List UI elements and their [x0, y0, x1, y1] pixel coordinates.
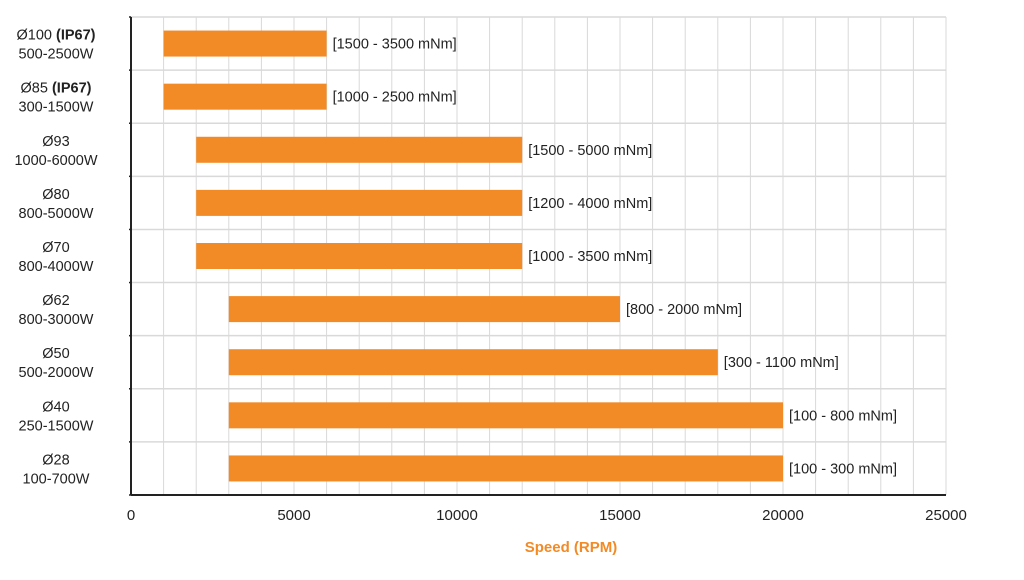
category-label-power: 100-700W [23, 471, 90, 487]
category-label-power: 250-1500W [19, 418, 94, 434]
x-tick-label: 25000 [925, 507, 967, 524]
category-label-name: Ø28 [42, 452, 69, 468]
category-label-name: Ø93 [42, 134, 69, 150]
x-tick-label: 10000 [436, 507, 478, 524]
category-label-name: Ø62 [42, 293, 69, 309]
category-label-power: 800-5000W [19, 206, 94, 222]
bar [163, 30, 327, 57]
x-tick-label: 5000 [277, 507, 310, 524]
category-label-power: 500-2500W [19, 47, 94, 63]
data-label: [300 - 1100 mNm] [724, 355, 839, 371]
category-label-power: 800-4000W [19, 259, 94, 275]
data-label: [1500 - 5000 mNm] [528, 143, 652, 159]
bar [196, 136, 523, 163]
x-tick-label: 0 [127, 507, 135, 524]
bar-layer [163, 30, 784, 482]
bar [228, 402, 784, 429]
category-label-name: Ø40 [42, 399, 69, 415]
category-label-name: Ø50 [42, 346, 69, 362]
data-label: [100 - 800 mNm] [789, 408, 897, 424]
x-tick-label: 15000 [599, 507, 641, 524]
bar [228, 455, 784, 482]
axis-layer [129, 16, 946, 496]
label-layer: [1500 - 3500 mNm] Ø100 (IP67) 500-2500W [10… [14, 28, 966, 524]
bar [196, 189, 523, 216]
category-label-name: Ø80 [42, 187, 69, 203]
data-label: [1500 - 3500 mNm] [333, 37, 457, 53]
x-axis-title: Speed (RPM) [525, 539, 618, 556]
bar [163, 83, 327, 110]
category-label-power: 300-1500W [19, 100, 94, 116]
data-label: [1200 - 4000 mNm] [528, 196, 652, 212]
data-label: [100 - 300 mNm] [789, 461, 897, 477]
category-label-power: 500-2000W [19, 365, 94, 381]
bar [228, 349, 718, 376]
category-label-name: Ø100 (IP67) [17, 28, 96, 44]
data-label: [800 - 2000 mNm] [626, 302, 742, 318]
category-label-power: 1000-6000W [14, 153, 97, 169]
bar [196, 243, 523, 269]
category-label-name: Ø85 (IP67) [21, 81, 92, 97]
data-label: [1000 - 2500 mNm] [333, 90, 457, 106]
bar [228, 296, 621, 323]
x-tick-label: 20000 [762, 507, 804, 524]
data-label: [1000 - 3500 mNm] [528, 249, 652, 265]
category-label-name: Ø70 [42, 240, 69, 256]
category-label-power: 800-3000W [19, 312, 94, 328]
